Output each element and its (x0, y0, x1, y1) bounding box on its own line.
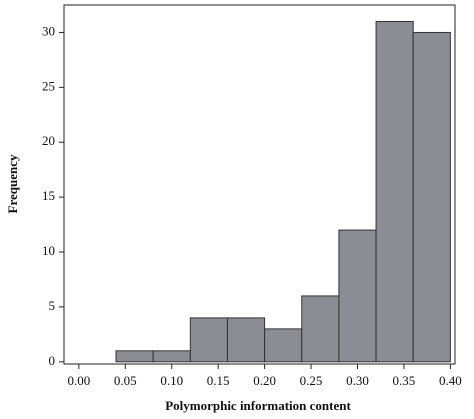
x-tick-label: 0.25 (300, 373, 323, 388)
plot-frame (63, 4, 456, 365)
bar (152, 350, 191, 363)
bar (189, 317, 228, 363)
y-tick-label: 10 (42, 243, 55, 258)
x-tick-label: 0.30 (346, 373, 369, 388)
x-axis-label: Polymorphic information content (165, 398, 351, 413)
x-tick-label: 0.10 (160, 373, 183, 388)
y-tick-label: 15 (42, 188, 55, 203)
x-tick-label: 0.20 (253, 373, 276, 388)
bar (115, 350, 154, 363)
x-tick-label: 0.05 (114, 373, 137, 388)
y-axis-label: Frequency (5, 154, 20, 213)
bar (375, 20, 414, 363)
bar (226, 317, 266, 363)
bar (412, 31, 451, 363)
x-tick-label: 0.35 (393, 373, 416, 388)
y-tick-label: 5 (49, 298, 56, 313)
x-tick-label: 0.00 (67, 373, 90, 388)
y-tick-label: 20 (42, 133, 55, 148)
x-tick-label: 0.15 (207, 373, 230, 388)
y-tick-label: 0 (49, 353, 56, 368)
bar (264, 328, 303, 363)
x-tick-label: 0.40 (439, 373, 462, 388)
bar (338, 229, 377, 363)
y-tick-label: 25 (42, 78, 55, 93)
y-tick-label: 30 (42, 23, 55, 38)
bar (301, 295, 340, 363)
